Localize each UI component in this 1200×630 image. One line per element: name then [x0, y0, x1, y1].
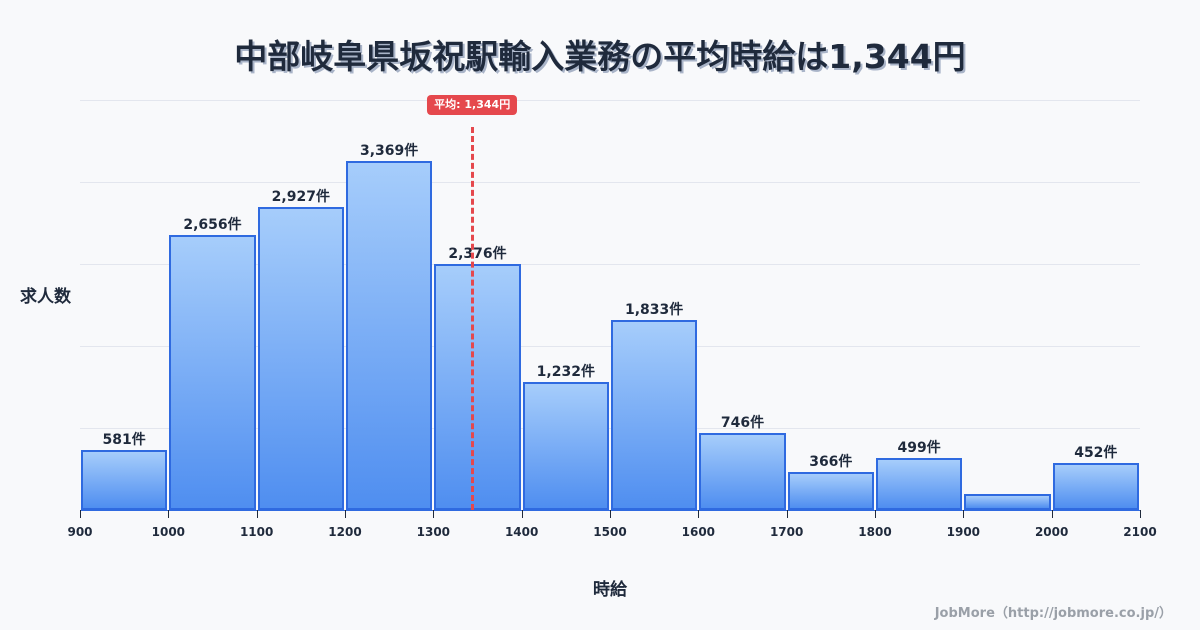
gridline: [80, 100, 1140, 101]
x-axis-tick: [698, 510, 700, 518]
bar-value-label: 1,232件: [536, 364, 595, 381]
bar-value-label: 1,833件: [625, 302, 684, 319]
x-axis-tick: [786, 510, 788, 518]
bar-value-label: 2,656件: [183, 217, 242, 233]
x-axis-tick: [433, 510, 435, 518]
x-axis-tick-label: 2000: [1034, 525, 1069, 539]
histogram-bar: [434, 264, 521, 510]
x-axis-tick: [875, 510, 876, 518]
histogram-bar: [522, 382, 609, 510]
histogram-bar: [81, 449, 168, 510]
x-axis-tick: [1051, 510, 1053, 518]
x-axis-tick-label: 1700: [769, 525, 804, 539]
gridline: [80, 182, 1140, 183]
chart-title: 中部岐阜県坂祝駅輸入業務の平均時給は1,344円: [234, 37, 966, 76]
bar-value-label: 3,369件: [360, 143, 419, 160]
x-axis-tick-label: 2100: [1123, 525, 1157, 539]
bar-value-label: 2,927件: [271, 188, 330, 205]
x-axis-tick-label: 1500: [593, 525, 627, 539]
histogram-bar: [611, 320, 698, 510]
histogram-bar: [257, 206, 344, 510]
x-axis-tick: [168, 510, 170, 518]
x-axis-tick-label: 1600: [681, 525, 716, 539]
histogram-bar: [787, 472, 874, 510]
y-axis-label: 求人数: [20, 287, 71, 307]
bar-value-label: 499件: [897, 440, 941, 457]
x-axis-tick: [1140, 510, 1141, 518]
source-credit: JobMore（http://jobmore.co.jp/）: [934, 606, 1172, 621]
average-badge: 平均: 1,344円: [427, 95, 518, 115]
x-axis-tick-label: 900: [67, 525, 93, 539]
x-axis-tick: [256, 510, 258, 518]
histogram-bar: [964, 493, 1051, 510]
x-axis-tick-label: 1100: [239, 525, 274, 539]
x-axis-tick-label: 1900: [946, 525, 981, 539]
bar-value-label: 452件: [1074, 445, 1118, 462]
x-axis-tick: [963, 510, 965, 518]
x-axis-tick: [610, 510, 611, 518]
x-axis-tick-label: 1800: [858, 525, 892, 539]
histogram-bar: [346, 161, 433, 510]
bar-value-label: 366件: [809, 454, 853, 471]
histogram-bar: [699, 432, 786, 510]
x-axis-tick-label: 1400: [504, 525, 539, 539]
x-axis-tick-label: 1300: [416, 525, 451, 539]
bar-value-label: 581件: [102, 431, 146, 448]
x-axis-tick: [80, 510, 81, 518]
gridline: [80, 264, 1140, 265]
x-axis-label: 時給: [593, 580, 627, 600]
histogram-bar: [876, 458, 963, 510]
histogram-bar: [1052, 463, 1139, 510]
x-axis-tick-label: 1000: [151, 525, 186, 539]
x-axis-tick: [521, 510, 523, 518]
bar-value-label: 2,376件: [448, 246, 507, 262]
histogram-plot-area: 581件 2,656件 2,927件 3,369件 2,376件 1,232件 1,833件…: [67, 95, 1157, 539]
x-axis-tick: [345, 510, 346, 518]
bar-value-label: 746件: [720, 414, 765, 431]
x-axis-tick-label: 1200: [328, 525, 362, 539]
gridline: [80, 346, 1140, 347]
histogram-bar: [169, 235, 256, 510]
gridline: [80, 428, 1140, 429]
average-line: [470, 127, 474, 510]
